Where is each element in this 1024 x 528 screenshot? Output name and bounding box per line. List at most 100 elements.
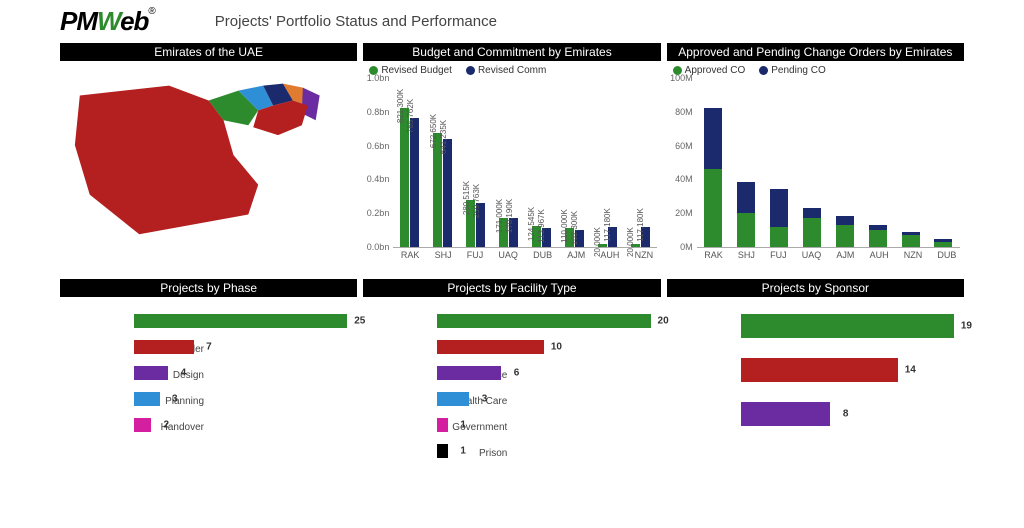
seg-approved[interactable] <box>902 235 920 247</box>
seg-pending[interactable] <box>803 208 821 218</box>
hbar[interactable]: 10 <box>437 340 544 354</box>
hbar[interactable]: 6 <box>437 366 501 380</box>
bar-budget[interactable]: 20,000K <box>631 244 640 247</box>
xaxis-label: RAK <box>401 250 420 260</box>
hbar-row[interactable]: MOEducation8 <box>741 399 954 429</box>
hbar[interactable]: 8 <box>741 402 831 426</box>
seg-approved[interactable] <box>934 242 952 247</box>
bar-group[interactable]: 110,000K102,300K <box>565 78 584 247</box>
bar-comm[interactable]: 259,763K <box>476 203 485 247</box>
hbar[interactable]: 20 <box>437 314 650 328</box>
ytick: 0.4bn <box>363 174 389 184</box>
bar-value-label: 117,180K <box>603 208 612 242</box>
hbar-row[interactable]: Police Station10 <box>437 337 650 357</box>
phase-chart[interactable]: Construction25 Tender7 Design4 Planning3 Han… <box>60 301 357 435</box>
hbar-row[interactable]: Construction25 <box>134 311 347 331</box>
bar-group[interactable]: 20,000K117,180K <box>631 78 650 247</box>
hbar-row[interactable]: Civil defence6 <box>437 363 650 383</box>
sponsor-chart[interactable]: MOHealth19 MOInterior14 MOEducation8 <box>667 301 964 429</box>
hbar-row[interactable]: MOHealth19 <box>741 311 954 341</box>
logo-pm: PM <box>60 6 97 36</box>
xaxis-label: DUB <box>533 250 552 260</box>
stacked-bar[interactable] <box>770 189 788 247</box>
hbar-row[interactable]: MOInterior14 <box>741 355 954 385</box>
legend-budget: Revised BudgetRevised Comm <box>369 65 660 76</box>
bar-group[interactable]: 280,515K259,763K <box>466 78 485 247</box>
ytick: 0M <box>667 242 693 252</box>
legend-label: Revised Budget <box>381 65 452 76</box>
seg-pending[interactable] <box>704 108 722 169</box>
uae-map[interactable] <box>60 65 357 245</box>
bar-comm[interactable]: 765,762K <box>410 118 419 247</box>
bar-value-label: 641,235K <box>439 120 448 154</box>
panel-map: Emirates of the UAE <box>60 43 357 273</box>
seg-pending[interactable] <box>737 182 755 213</box>
stacked-bar[interactable] <box>869 225 887 247</box>
hbar[interactable]: 1 <box>437 444 448 458</box>
stacked-bar[interactable] <box>704 108 722 247</box>
bar-comm[interactable]: 117,180K <box>608 227 617 247</box>
hbar-row[interactable]: Handover2 <box>134 415 347 435</box>
hbar-value: 4 <box>181 368 187 379</box>
stacked-bar[interactable] <box>836 216 854 247</box>
bar-value-label: 117,180K <box>636 208 645 242</box>
bar-budget[interactable]: 20,000K <box>598 244 607 247</box>
stacked-bar[interactable] <box>934 239 952 247</box>
seg-approved[interactable] <box>803 218 821 247</box>
hbar[interactable]: 14 <box>741 358 898 382</box>
ytick: 20M <box>667 208 693 218</box>
hbar[interactable]: 3 <box>437 392 469 406</box>
hbar-value: 14 <box>905 365 916 376</box>
hbar-row[interactable]: Government1 <box>437 415 650 435</box>
hbar-row[interactable]: Prison1 <box>437 441 650 461</box>
hbar[interactable]: 4 <box>134 366 168 380</box>
hbar[interactable]: 2 <box>134 418 151 432</box>
hbar-row[interactable]: Design4 <box>134 363 347 383</box>
hbar[interactable]: 3 <box>134 392 160 406</box>
bar-group[interactable]: 672,650K641,235K <box>433 78 452 247</box>
seg-pending[interactable] <box>836 216 854 225</box>
bar-value-label: 765,762K <box>406 98 415 132</box>
hbar[interactable]: 7 <box>134 340 194 354</box>
bar-comm[interactable]: 170,190K <box>509 218 518 247</box>
seg-approved[interactable] <box>869 230 887 247</box>
panel-title-budget: Budget and Commitment by Emirates <box>363 43 660 61</box>
bar-group[interactable]: 20,000K117,180K <box>598 78 617 247</box>
hbar[interactable]: 1 <box>437 418 448 432</box>
stacked-bar[interactable] <box>902 232 920 247</box>
hbar[interactable]: 19 <box>741 314 954 338</box>
hbar-value: 10 <box>551 342 562 353</box>
budget-chart[interactable]: 0.0bn0.2bn0.4bn0.6bn0.8bn1.0bn821,300K76… <box>393 78 656 248</box>
hbar-row[interactable]: Tender7 <box>134 337 347 357</box>
dashboard-grid: Emirates of the UAE Budget and Commitmen… <box>0 41 1024 479</box>
hbar-value: 8 <box>843 409 849 420</box>
hbar[interactable]: 25 <box>134 314 347 328</box>
bar-group[interactable]: 124,545K113,967K <box>532 78 551 247</box>
bar-comm[interactable]: 113,967K <box>542 228 551 247</box>
hbar-value: 1 <box>460 420 466 431</box>
hbar-row[interactable]: Health Care3 <box>437 389 650 409</box>
bar-comm[interactable]: 641,235K <box>443 139 452 247</box>
xaxis-label: NZN <box>635 250 654 260</box>
change-orders-chart[interactable]: 0M20M40M60M80M100M <box>697 78 960 248</box>
stacked-bar[interactable] <box>803 208 821 247</box>
seg-approved[interactable] <box>704 169 722 247</box>
legend-swatch <box>466 66 475 75</box>
hbar-row[interactable]: Planning3 <box>134 389 347 409</box>
seg-approved[interactable] <box>770 227 788 247</box>
hbar-row[interactable]: School20 <box>437 311 650 331</box>
seg-approved[interactable] <box>737 213 755 247</box>
bar-comm[interactable]: 117,180K <box>641 227 650 247</box>
panel-change-orders: Approved and Pending Change Orders by Em… <box>667 43 964 273</box>
bar-group[interactable]: 171,000K170,190K <box>499 78 518 247</box>
seg-pending[interactable] <box>770 189 788 226</box>
seg-approved[interactable] <box>836 225 854 247</box>
page-title: Projects' Portfolio Status and Performan… <box>215 13 497 30</box>
stacked-bar[interactable] <box>737 182 755 247</box>
bar-comm[interactable]: 102,300K <box>575 230 584 247</box>
facility-chart[interactable]: School20 Police Station10 Civil defence6 He… <box>363 301 660 461</box>
bar-group[interactable]: 821,300K765,762K <box>400 78 419 247</box>
panel-phase: Projects by Phase Construction25Tender7D… <box>60 279 357 479</box>
legend-co: Approved COPending CO <box>673 65 964 76</box>
bar-value-label: 672,650K <box>429 114 438 148</box>
